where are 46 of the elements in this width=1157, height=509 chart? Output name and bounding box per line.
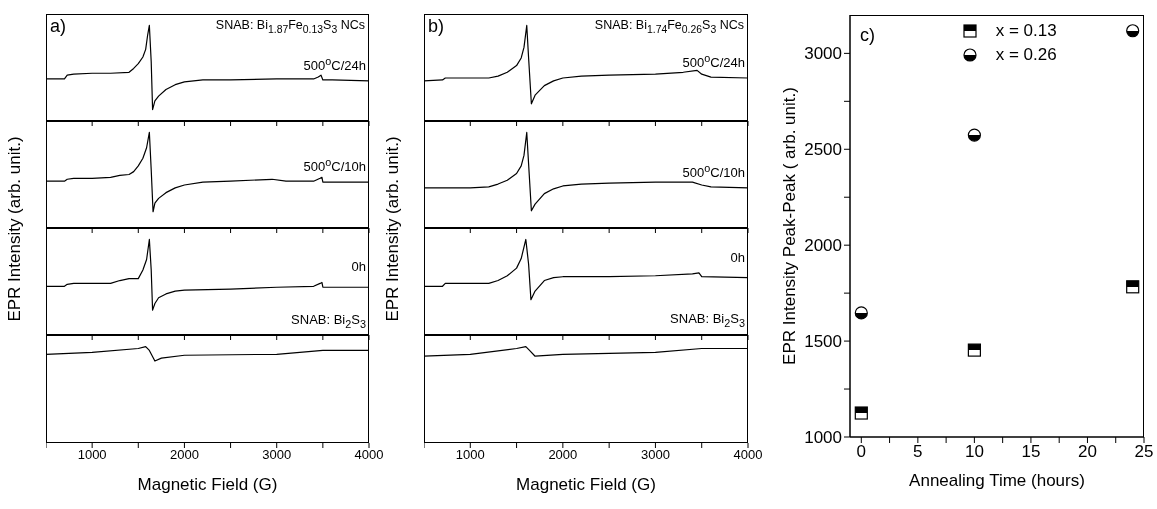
y-axis-title: EPR Intensity (arb. unit.) xyxy=(383,135,403,322)
x-tick-label: 2000 xyxy=(169,447,199,463)
point xyxy=(1126,24,1140,38)
y-tick-label: 3000 xyxy=(804,44,842,64)
point xyxy=(967,343,981,357)
chart-title: SNAB: Bi$_{1.87}$Fe$_{0.13}$S$_{3}$ NCs xyxy=(215,17,365,37)
annotation: b) xyxy=(428,16,445,37)
x-tick-label: 2000 xyxy=(548,447,578,463)
y-axis-title: EPR Intensity Peak-Peak ( arb. unit.) xyxy=(780,87,800,365)
y-tick-label: 2500 xyxy=(804,140,842,160)
legend-label: x = 0.26 xyxy=(995,45,1057,65)
x-tick-label: 0 xyxy=(856,442,867,462)
series-label: SNAB: Bi$_{2}$S$_{3}$ xyxy=(291,312,366,333)
chart-title: SNAB: Bi$_{1.74}$Fe$_{0.26}$S$_{3}$ NCs xyxy=(594,17,744,37)
x-tick-label: 15 xyxy=(1021,442,1041,462)
x-tick-label: 4000 xyxy=(733,447,763,463)
series-label: SNAB: Bi$_{2}$S$_{3}$ xyxy=(670,310,745,331)
point xyxy=(854,306,868,320)
series-label: 500$^{o}$C/10h xyxy=(303,155,366,176)
series-label: 500$^{o}$C/24h xyxy=(303,53,366,75)
annotation: a) xyxy=(50,16,67,37)
x-tick-label: 5 xyxy=(913,442,923,462)
x-tick-label: 4000 xyxy=(354,447,384,463)
y-tick-label: 1000 xyxy=(804,428,842,448)
x-tick-label: 1000 xyxy=(77,447,107,463)
x-tick-label: 20 xyxy=(1078,442,1097,462)
x-tick-label: 3000 xyxy=(262,447,292,463)
annotation: c) xyxy=(860,25,875,46)
x-tick-label: 25 xyxy=(1134,442,1154,462)
point xyxy=(854,406,868,420)
series-label: 0h xyxy=(730,249,745,266)
x-tick-label: 10 xyxy=(964,442,984,462)
x-axis-title: Magnetic Field (G) xyxy=(136,475,279,495)
point xyxy=(1126,280,1140,294)
x-tick-label: 1000 xyxy=(455,447,485,463)
y-tick-label: 2000 xyxy=(804,236,842,256)
series-label: 0h xyxy=(351,259,366,276)
point xyxy=(967,128,981,142)
x-axis-title: Annealing Time (hours) xyxy=(908,471,1086,491)
series-label: 500$^{o}$C/10h xyxy=(682,160,745,182)
series-label: 500$^{o}$C/24h xyxy=(682,51,745,72)
y-axis-title: EPR Intensity (arb. unit.) xyxy=(5,135,25,322)
x-tick-label: 3000 xyxy=(640,447,670,463)
legend-label: x = 0.13 xyxy=(995,21,1057,41)
x-axis-title: Magnetic Field (G) xyxy=(515,475,657,495)
y-tick-label: 1500 xyxy=(804,332,842,352)
